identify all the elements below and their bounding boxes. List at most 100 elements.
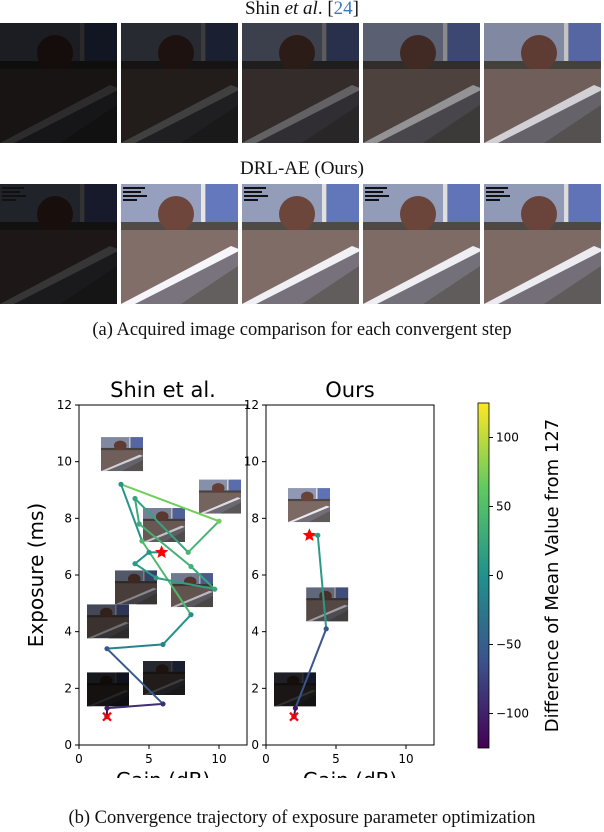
trajectory-segment — [120, 483, 220, 523]
colorbar-tick-label: −50 — [496, 638, 521, 652]
y-tick-label: 6 — [251, 568, 259, 582]
trajectory-point — [160, 701, 166, 707]
trajectory-point — [118, 481, 124, 487]
trajectory-point — [153, 575, 159, 581]
trajectory-segment — [134, 498, 141, 525]
step-image-3 — [242, 23, 359, 143]
x-tick-label: 0 — [262, 752, 270, 766]
y-tick-label: 8 — [64, 511, 72, 525]
trajectory-segment — [294, 628, 328, 709]
x-tick-label: 5 — [332, 752, 340, 766]
trajectory-segment — [106, 647, 164, 705]
step-image-2 — [121, 184, 238, 304]
trajectory-segment — [162, 613, 192, 646]
y-tick-label: 10 — [57, 455, 72, 469]
trajectory-thumbnail — [171, 573, 213, 608]
step-image-3 — [242, 184, 359, 304]
trajectory-point — [292, 705, 298, 711]
y-tick-label: 4 — [251, 625, 259, 639]
caption-b: (b) Convergence trajectory of exposure p… — [68, 808, 536, 828]
trajectory-point — [132, 561, 138, 567]
step-image-5 — [484, 184, 601, 304]
trajectory-point — [146, 549, 152, 555]
colorbar-tick-label: 100 — [496, 431, 519, 445]
colorbar-gradient — [477, 402, 490, 749]
trajectory-point — [104, 705, 110, 711]
step-image-2 — [121, 23, 238, 143]
step-image-4 — [363, 184, 480, 304]
trajectory-thumbnail — [288, 488, 330, 523]
ours-image-row — [0, 184, 604, 304]
trajectory-segment — [134, 551, 150, 565]
colorbar-tick-label: 0 — [496, 569, 504, 583]
x-tick-label: 10 — [398, 752, 413, 766]
trajectory-thumbnail — [87, 672, 129, 707]
step-image-1 — [0, 23, 117, 143]
y-tick-label: 0 — [251, 738, 259, 752]
trajectory-segment — [120, 483, 143, 542]
caption-a: (a) Acquired image comparison for each c… — [92, 320, 512, 340]
end-star-marker — [302, 528, 317, 541]
colorbar-tick-label: 50 — [496, 500, 511, 514]
y-tick-label: 10 — [244, 455, 259, 469]
y-tick-label: 12 — [244, 398, 259, 412]
trajectory-point — [160, 641, 166, 648]
x-tick-label: 0 — [75, 752, 83, 766]
trajectory-point — [188, 563, 194, 570]
shin-row-title: Shin et al. [24] — [244, 0, 359, 19]
chart-title: Ours — [325, 378, 374, 402]
y-tick-label: 8 — [251, 511, 259, 525]
step-image-4 — [363, 23, 480, 143]
trajectory-segment — [155, 576, 215, 591]
ours-chart: Ours 0 5 10 0 2 4 6 8 10 12 Gain (dB) — [244, 378, 435, 778]
trajectory-thumbnail — [274, 672, 316, 707]
y-tick-label: 4 — [64, 625, 72, 639]
x-tick-label: 10 — [211, 752, 226, 766]
colorbar-tick-label: −100 — [496, 707, 529, 721]
trajectory-point — [185, 549, 191, 555]
end-star-marker — [154, 545, 169, 558]
trajectory-thumbnail — [199, 479, 241, 514]
chart-title: Shin et al. — [110, 378, 216, 402]
colorbar-label: Difference of Mean Value from 127 — [542, 419, 563, 732]
trajectory-point — [104, 646, 110, 652]
trajectory-point — [132, 495, 138, 502]
trajectory-segment — [106, 702, 164, 710]
trajectory-figure: Shin et al.0510024681012Gain (dB)Exposur… — [24, 378, 563, 778]
trajectory-segment — [134, 562, 157, 579]
y-tick-label: 0 — [64, 738, 72, 752]
step-image-5 — [484, 23, 601, 143]
trajectory-segment — [187, 520, 220, 554]
step-image-1 — [0, 184, 117, 304]
y-tick-label: 2 — [64, 681, 72, 695]
trajectory-segment — [134, 497, 189, 554]
shin-image-row — [0, 23, 604, 143]
trajectory-segment — [190, 565, 216, 590]
start-marker — [289, 711, 299, 722]
start-marker — [102, 711, 112, 722]
trajectory-segment — [138, 523, 192, 568]
trajectory-point — [188, 612, 194, 618]
trajectory-point — [136, 521, 142, 527]
trajectory-thumbnail — [143, 661, 185, 695]
x-axis-label: Gain (dB) — [116, 768, 210, 778]
x-tick-label: 5 — [145, 752, 153, 766]
trajectory-thumbnail — [87, 604, 129, 639]
y-tick-label: 2 — [251, 681, 259, 695]
x-axis-label: Gain (dB) — [303, 768, 397, 778]
colorbar: 100 50 0 −50 −100 Difference of Mean Value fr… — [477, 402, 563, 749]
trajectory-thumbnail — [115, 570, 157, 605]
trajectory-segment — [106, 643, 164, 650]
trajectory-point — [139, 538, 145, 544]
y-tick-label: 12 — [57, 398, 72, 412]
y-tick-label: 6 — [64, 568, 72, 582]
trajectory-point — [315, 532, 321, 538]
trajectory-point — [212, 586, 218, 592]
trajectory-point — [216, 518, 222, 524]
ours-row-title: DRL-AE (Ours) — [239, 158, 364, 179]
trajectory-point — [323, 626, 329, 632]
shin-chart: Shin et al. 0 5 10 0 2 4 6 8 10 12 Gain (dB) Exposur… — [24, 378, 248, 778]
trajectory-thumbnail — [306, 587, 349, 622]
trajectory-segment — [316, 535, 328, 629]
trajectory-thumbnail — [101, 437, 143, 472]
